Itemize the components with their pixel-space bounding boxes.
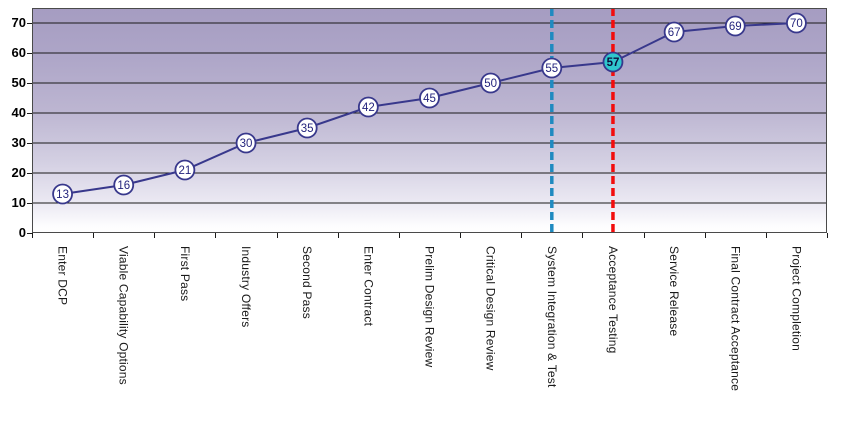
marker-circle	[52, 183, 73, 205]
marker-value: 70	[790, 18, 803, 30]
x-axis-label: Enter Contract	[361, 246, 376, 327]
x-axis-label: Prelim Design Review	[422, 246, 437, 368]
marker-value: 30	[240, 138, 253, 150]
x-axis-label: Acceptance Testing	[605, 246, 620, 354]
marker-value: 16	[117, 180, 130, 192]
x-axis-tick	[460, 233, 462, 238]
data-point: 55	[541, 57, 563, 79]
marker-circle	[541, 57, 563, 79]
x-axis-tick	[32, 233, 33, 238]
data-point: 13	[52, 183, 73, 205]
marker-value: 42	[362, 102, 375, 114]
marker-value: 50	[484, 78, 497, 90]
y-axis-tick	[27, 173, 32, 174]
data-point: 35	[296, 117, 318, 139]
data-point-highlighted: 57	[602, 51, 624, 73]
y-axis-label: 70	[11, 15, 26, 30]
data-point: 16	[113, 174, 135, 196]
data-point: 67	[663, 21, 685, 43]
marker-value: 69	[729, 21, 742, 33]
y-axis-tick	[27, 143, 32, 144]
y-axis-tick	[27, 203, 32, 204]
x-axis-tick	[765, 233, 767, 238]
marker-circle	[357, 96, 379, 118]
x-axis-tick	[827, 233, 828, 238]
marker-circle	[113, 174, 135, 196]
y-axis-label: 30	[11, 135, 26, 150]
data-point: 69	[724, 15, 746, 37]
x-axis-label: First Pass	[177, 246, 192, 302]
y-axis-tick	[27, 113, 32, 114]
y-axis-tick	[27, 83, 32, 84]
x-axis-label: System Integration & Test	[544, 246, 559, 388]
marker-value: 21	[178, 165, 191, 177]
marker-value: 55	[545, 63, 558, 75]
x-axis-tick	[582, 233, 584, 238]
y-axis-label: 0	[18, 225, 26, 240]
y-axis-tick	[27, 53, 32, 54]
y-axis-label: 40	[11, 105, 26, 120]
marker-value: 57	[607, 57, 620, 69]
x-axis-label: Second Pass	[300, 246, 315, 319]
plot-border	[32, 8, 827, 233]
x-axis-tick	[643, 233, 645, 238]
y-axis-tick	[27, 233, 32, 234]
x-axis-tick	[521, 233, 523, 238]
data-point: 70	[786, 12, 807, 34]
marker-circle	[786, 12, 807, 34]
x-axis-tick	[704, 233, 706, 238]
data-point: 21	[174, 159, 196, 181]
x-axis-tick	[154, 233, 156, 238]
marker-circle	[602, 51, 624, 73]
marker-circle	[480, 72, 502, 94]
data-point: 42	[357, 96, 379, 118]
marker-value: 67	[668, 27, 681, 39]
x-axis-label: Viable Capability Options	[116, 246, 131, 385]
x-axis-label: Service Release	[667, 246, 682, 337]
marker-value: 13	[56, 189, 69, 201]
marker-value: 45	[423, 93, 436, 105]
plot-area: 13 16 21 30 35 42 45 50 55 57 67 69 70	[32, 8, 827, 233]
y-axis-label: 50	[11, 75, 26, 90]
series-line	[62, 22, 797, 195]
x-axis-tick	[215, 233, 217, 238]
x-axis-label: Critical Design Review	[483, 246, 498, 371]
x-axis-tick	[93, 233, 95, 238]
x-axis-tick	[276, 233, 278, 238]
plot-canvas: 13 16 21 30 35 42 45 50 55 57 67 69 70	[32, 8, 827, 233]
y-axis-label: 20	[11, 165, 26, 180]
marker-circle	[296, 117, 318, 139]
marker-value: 35	[301, 123, 314, 135]
data-point: 30	[235, 132, 257, 154]
x-axis-label: Enter DCP	[55, 246, 70, 306]
marker-circle	[663, 21, 685, 43]
x-axis-label: Project Completion	[789, 246, 804, 351]
x-axis-label: Final Contract Acceptance	[728, 246, 743, 392]
x-axis-label: Industry Offers	[239, 246, 254, 328]
marker-circle	[235, 132, 257, 154]
data-point: 50	[480, 72, 502, 94]
x-axis-tick	[337, 233, 339, 238]
marker-circle	[419, 87, 440, 109]
y-axis-label: 10	[11, 195, 26, 210]
y-axis-label: 60	[11, 45, 26, 60]
y-axis-tick	[27, 23, 32, 24]
data-point: 45	[419, 87, 440, 109]
marker-circle	[174, 159, 196, 181]
x-axis-tick	[398, 233, 400, 238]
marker-circle	[724, 15, 746, 37]
